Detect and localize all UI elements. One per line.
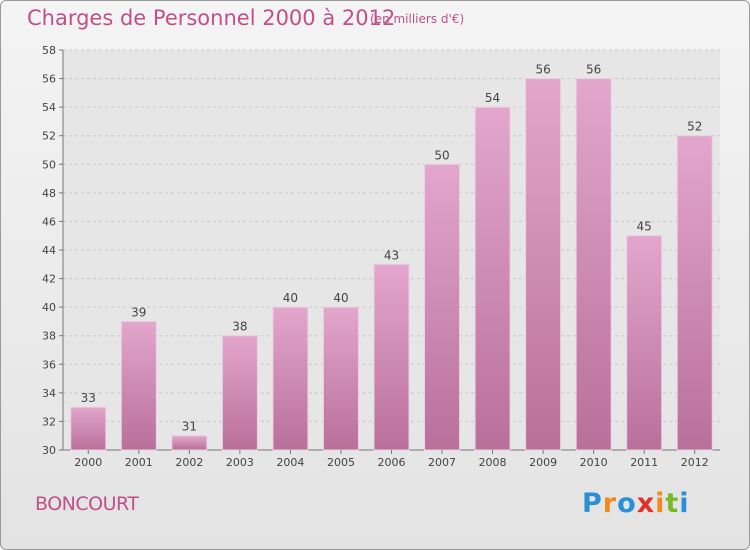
- y-tick-label: 46: [42, 215, 56, 228]
- y-tick-label: 54: [42, 101, 56, 114]
- bar-2007: [424, 163, 461, 451]
- x-tick-label-2007: 2007: [428, 456, 456, 469]
- y-tick-label: 34: [42, 387, 56, 400]
- y-tick-label: 58: [42, 44, 56, 57]
- x-tick-label-2006: 2006: [378, 456, 406, 469]
- y-tick-label: 44: [42, 244, 56, 257]
- bar-2001: [120, 320, 157, 451]
- logo-letter: t: [665, 488, 680, 519]
- y-tick-label: 38: [42, 330, 56, 343]
- bar-2002: [171, 435, 208, 451]
- logo-letter: r: [602, 488, 618, 519]
- x-tick-label-2008: 2008: [479, 456, 507, 469]
- bar-2005: [322, 306, 359, 451]
- bar-2009: [525, 78, 562, 451]
- value-label-2002: 31: [182, 420, 197, 434]
- x-tick-label-2002: 2002: [175, 456, 203, 469]
- x-tick-label-2001: 2001: [125, 456, 153, 469]
- x-tick-label-2012: 2012: [681, 456, 709, 469]
- x-tick-label-2004: 2004: [276, 456, 304, 469]
- x-tick-label-2010: 2010: [580, 456, 608, 469]
- y-tick-label: 32: [42, 415, 56, 428]
- value-label-2011: 45: [637, 220, 652, 234]
- bar-2006: [373, 263, 410, 451]
- logo-letter: i: [679, 488, 690, 519]
- value-label-2003: 38: [232, 320, 247, 334]
- value-label-2000: 33: [81, 391, 96, 405]
- bar-2012: [676, 135, 713, 451]
- x-tick-label-2005: 2005: [327, 456, 355, 469]
- x-tick-label-2000: 2000: [74, 456, 102, 469]
- bar-2004: [272, 306, 309, 451]
- y-tick-label: 50: [42, 158, 56, 171]
- x-tick-label-2009: 2009: [529, 456, 557, 469]
- value-label-2012: 52: [687, 120, 702, 134]
- value-label-2009: 56: [535, 63, 550, 77]
- value-label-2008: 54: [485, 91, 500, 105]
- proxiti-logo: Proxiti: [582, 488, 690, 519]
- x-tick-label-2011: 2011: [630, 456, 658, 469]
- value-label-2007: 50: [434, 148, 449, 162]
- y-tick-label: 36: [42, 358, 56, 371]
- y-tick-label: 56: [42, 73, 56, 86]
- value-label-2006: 43: [384, 248, 399, 262]
- value-label-2001: 39: [131, 305, 146, 319]
- chart-title: Charges de Personnel 2000 à 2012: [27, 6, 396, 30]
- value-label-2004: 40: [283, 291, 298, 305]
- y-tick-label: 42: [42, 273, 56, 286]
- commune-name: BONCOURT: [35, 493, 139, 515]
- value-label-2005: 40: [333, 291, 348, 305]
- y-tick-label: 30: [42, 444, 56, 457]
- bar-2003: [221, 335, 258, 451]
- bar-2011: [626, 235, 663, 451]
- chart-subtitle: (en milliers d'€): [370, 12, 465, 26]
- bar-2008: [474, 106, 511, 451]
- value-label-2010: 56: [586, 63, 601, 77]
- y-tick-label: 48: [42, 187, 56, 200]
- x-tick-label-2003: 2003: [226, 456, 254, 469]
- bar-2000: [70, 406, 107, 451]
- logo-letter: i: [655, 488, 666, 519]
- y-tick-label: 40: [42, 301, 56, 314]
- logo-letter: P: [582, 488, 603, 519]
- bar-2010: [575, 78, 612, 451]
- logo-letter: o: [617, 488, 637, 519]
- y-tick-label: 52: [42, 130, 56, 143]
- logo-letter: x: [636, 488, 656, 519]
